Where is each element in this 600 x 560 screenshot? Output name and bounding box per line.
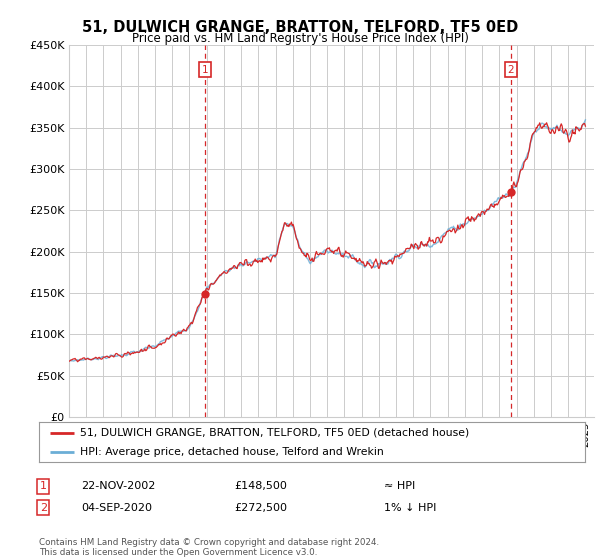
- Text: £272,500: £272,500: [234, 503, 287, 513]
- Text: 04-SEP-2020: 04-SEP-2020: [81, 503, 152, 513]
- Text: 51, DULWICH GRANGE, BRATTON, TELFORD, TF5 0ED: 51, DULWICH GRANGE, BRATTON, TELFORD, TF…: [82, 20, 518, 35]
- Text: 1: 1: [40, 481, 47, 491]
- Text: 51, DULWICH GRANGE, BRATTON, TELFORD, TF5 0ED (detached house): 51, DULWICH GRANGE, BRATTON, TELFORD, TF…: [80, 428, 469, 437]
- Text: 2: 2: [508, 64, 514, 74]
- Text: ≈ HPI: ≈ HPI: [384, 481, 415, 491]
- Text: 22-NOV-2002: 22-NOV-2002: [81, 481, 155, 491]
- Text: Contains HM Land Registry data © Crown copyright and database right 2024.
This d: Contains HM Land Registry data © Crown c…: [39, 538, 379, 557]
- Text: 2: 2: [40, 503, 47, 513]
- Text: £148,500: £148,500: [234, 481, 287, 491]
- Text: HPI: Average price, detached house, Telford and Wrekin: HPI: Average price, detached house, Telf…: [80, 447, 384, 457]
- Text: 1: 1: [202, 64, 208, 74]
- Text: Price paid vs. HM Land Registry's House Price Index (HPI): Price paid vs. HM Land Registry's House …: [131, 32, 469, 45]
- Text: 1% ↓ HPI: 1% ↓ HPI: [384, 503, 436, 513]
